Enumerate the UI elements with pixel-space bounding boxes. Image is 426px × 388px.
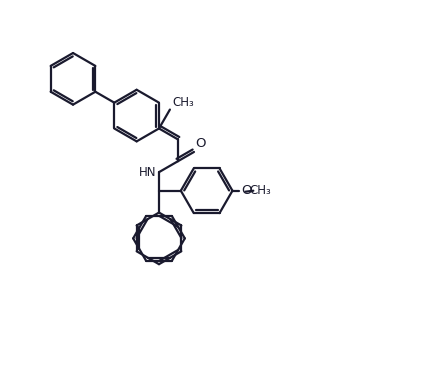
Text: HN: HN [138,166,156,178]
Text: O: O [195,137,205,150]
Text: O: O [242,184,252,197]
Text: CH₃: CH₃ [172,95,194,109]
Text: CH₃: CH₃ [249,184,271,197]
